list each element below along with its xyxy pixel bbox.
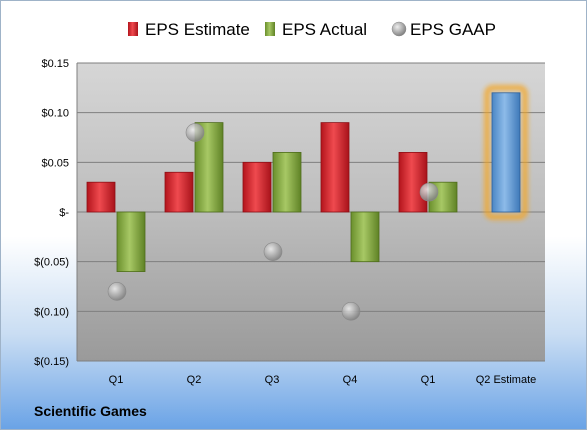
bar-eps-estimate xyxy=(86,181,116,213)
x-tick-label: Q1 xyxy=(109,374,124,386)
marker-eps-gaap xyxy=(263,242,283,262)
bar-eps-estimate xyxy=(242,161,272,213)
legend-eps-actual-swatch xyxy=(265,22,275,36)
bar-q2-estimate xyxy=(491,92,521,213)
legend-eps-estimate-swatch xyxy=(128,22,138,36)
bar-eps-estimate xyxy=(398,151,428,213)
y-tick-label: $0.15 xyxy=(41,58,69,70)
marker-eps-gaap xyxy=(107,282,127,301)
x-tick-label: Q3 xyxy=(265,374,280,386)
y-tick-label: $0.05 xyxy=(41,157,69,169)
x-tick-label: Q2 Estimate xyxy=(476,374,537,386)
marker-eps-gaap xyxy=(419,182,439,202)
forecast-highlight xyxy=(484,84,528,220)
y-tick-label: $0.10 xyxy=(41,108,69,120)
legend-eps-estimate-label: EPS Estimate xyxy=(145,20,250,39)
x-tick-label: Q1 xyxy=(421,374,436,386)
legend-eps-gaap-label: EPS GAAP xyxy=(410,20,496,39)
y-tick-label: $(0.10) xyxy=(34,306,69,318)
legend-eps-gaap-swatch xyxy=(391,21,407,37)
plot-area: $0.15 $0.10 $0.05 $- $(0.05) $(0.10) $(0.15) Q1… xyxy=(34,58,545,386)
bar-eps-actual xyxy=(350,211,380,263)
marker-eps-gaap xyxy=(185,123,205,142)
bar-eps-actual xyxy=(272,151,302,213)
y-tick-label: $(0.05) xyxy=(34,257,69,269)
x-tick-label: Q4 xyxy=(343,374,358,386)
company-label: Scientific Games xyxy=(34,403,147,419)
bar-eps-estimate xyxy=(320,122,350,213)
marker-eps-gaap xyxy=(341,302,361,321)
bar-eps-estimate xyxy=(164,171,194,213)
legend-eps-actual-label: EPS Actual xyxy=(282,20,367,39)
legend: EPS Estimate EPS Actual EPS GAAP xyxy=(128,20,496,39)
bar-eps-actual xyxy=(116,211,146,272)
x-tick-label: Q2 xyxy=(187,374,202,386)
y-tick-label: $- xyxy=(59,207,69,219)
y-tick-label: $(0.15) xyxy=(34,356,69,368)
